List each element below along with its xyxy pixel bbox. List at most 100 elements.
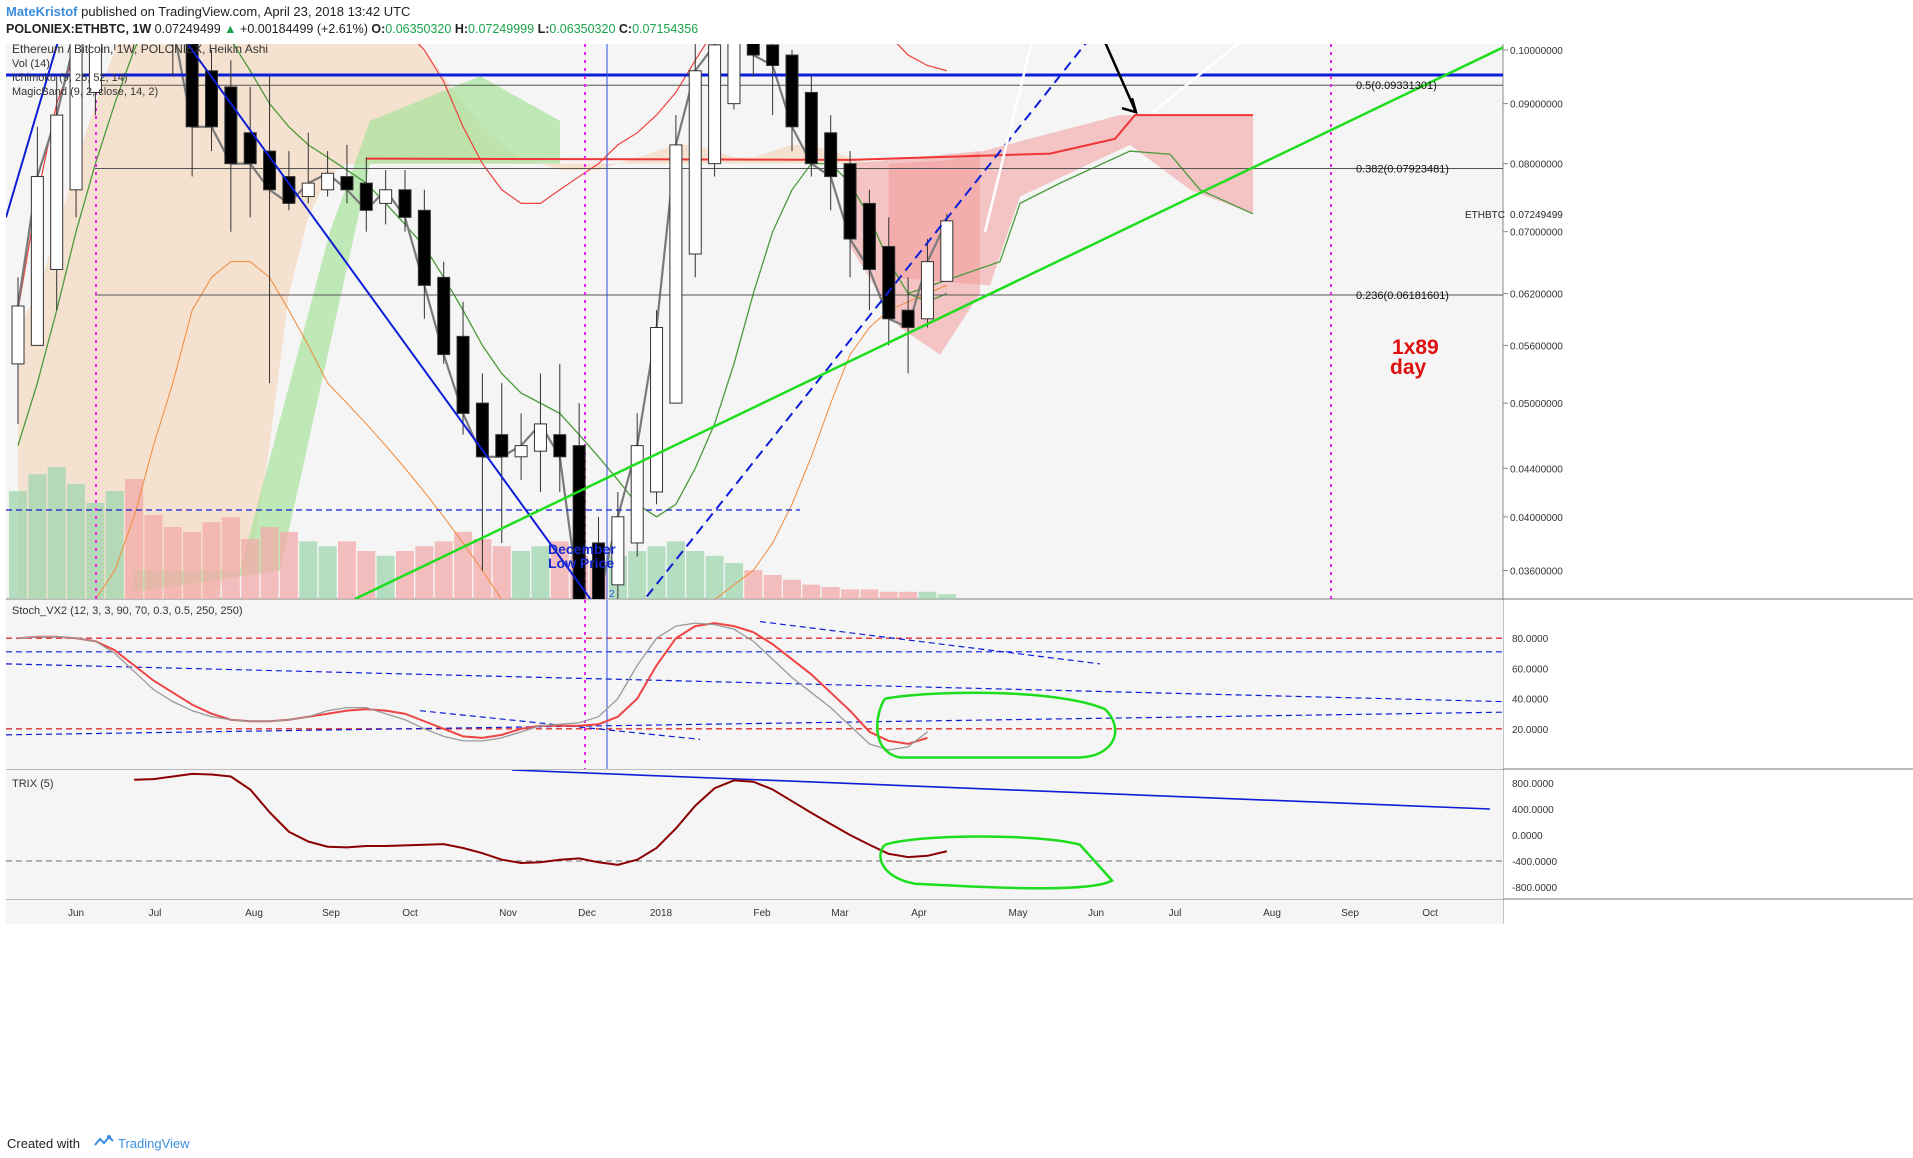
marker-number: 2 <box>609 589 615 600</box>
stoch-tick-label: 40.0000 <box>1512 695 1549 706</box>
candle <box>804 91 818 165</box>
price-tick-label: 0.10000000 <box>1510 46 1563 57</box>
candle <box>417 209 431 286</box>
trix-tick-label: 800.0000 <box>1512 779 1554 790</box>
candle <box>572 445 586 599</box>
volume-bar <box>783 579 801 599</box>
volume-bar <box>550 541 569 599</box>
stoch-trend-top <box>759 620 1101 665</box>
time-axis-bg <box>6 900 1503 924</box>
candle <box>495 434 509 458</box>
volume-bar <box>260 527 279 599</box>
candle <box>650 327 664 493</box>
candle <box>514 445 528 458</box>
volume-bar <box>531 546 550 599</box>
candle <box>243 132 257 165</box>
fib-label: 0.5(0.09331301) <box>1356 80 1437 92</box>
trix-series-line <box>134 772 948 866</box>
stoch-tick-label: 80.0000 <box>1512 634 1549 645</box>
time-tick-label: 2018 <box>650 908 673 919</box>
candle <box>340 176 354 191</box>
price-tick-label: 0.03600000 <box>1510 566 1563 577</box>
candle <box>30 176 44 346</box>
volume-bar <box>879 591 898 599</box>
chart-canvas[interactable]: 1(0.15296640)0.786(0.12743475)0.618(0.10… <box>0 44 1913 1128</box>
volume-bar <box>47 467 66 599</box>
candle <box>533 423 547 452</box>
volume-bar <box>105 491 124 599</box>
candle <box>282 176 296 204</box>
change-value: +0.00184499 (+2.61%) <box>240 22 368 36</box>
volume-bar <box>724 563 743 599</box>
blue-trendline-up <box>6 44 59 218</box>
volume-bar <box>434 541 453 599</box>
price-tick-label: 0.09000000 <box>1510 100 1563 111</box>
blue-dashed-trend <box>643 44 1087 599</box>
candle <box>475 402 489 458</box>
candle <box>553 434 567 458</box>
trix-trendline <box>511 770 1491 810</box>
time-tick-label: Apr <box>911 908 927 919</box>
time-tick-label: Nov <box>499 908 517 919</box>
volume-bar <box>860 589 879 599</box>
time-tick-label: Mar <box>831 908 849 919</box>
candle <box>862 202 876 270</box>
volume-bar <box>67 483 86 599</box>
fib-label: 0.382(0.07923481) <box>1356 164 1449 176</box>
volume-bar <box>899 591 918 599</box>
volume-bar <box>163 527 182 599</box>
volume-bar <box>318 546 337 599</box>
time-tick-label: Jun <box>68 908 84 919</box>
trix-panel: TRIX (5) 800.0000 400.0000 0.0000 -400.0000 -… <box>6 770 1557 899</box>
candle <box>727 44 741 105</box>
blue-trendline-down <box>186 44 592 599</box>
price-tick-label: 0.04000000 <box>1510 513 1563 524</box>
candle <box>688 70 702 255</box>
volume-bar <box>376 555 395 599</box>
tradingview-logo-icon <box>94 1135 114 1146</box>
stoch-title: Stoch_VX2 (12, 3, 3, 90, 70, 0.3, 0.5, 2… <box>12 605 243 617</box>
price-tick-label: 0.05000000 <box>1510 399 1563 410</box>
trix-plot <box>6 770 1503 890</box>
candle <box>611 516 625 586</box>
candle <box>746 44 760 56</box>
black-arrowhead <box>1121 97 1138 115</box>
candle <box>50 114 64 270</box>
change-up-icon: ▲ <box>224 22 237 36</box>
candle <box>456 335 470 414</box>
tradingview-link[interactable]: TradingView <box>118 1136 190 1151</box>
candle <box>766 44 780 66</box>
volume-bar <box>202 522 221 599</box>
last-price-label: 0.07249499 <box>1510 210 1563 221</box>
candle <box>88 44 102 93</box>
candle <box>185 44 199 128</box>
volume-bar <box>492 546 511 599</box>
volume-bar <box>918 591 937 599</box>
volume-bar <box>415 546 434 599</box>
stoch-series-line <box>17 622 928 751</box>
volume-bar <box>221 517 240 599</box>
volume-bar <box>821 587 840 599</box>
candle <box>321 172 335 191</box>
green-support-line <box>354 46 1503 599</box>
candle <box>630 445 644 544</box>
candle <box>69 44 83 191</box>
volume-bar <box>337 541 356 599</box>
author-link[interactable]: MateKristof <box>6 4 78 19</box>
white-projection <box>1152 44 1240 114</box>
volume-bar <box>28 474 47 599</box>
footer: Created with TradingView <box>0 1128 1913 1158</box>
close-value: 0.07154356 <box>632 22 699 36</box>
candle <box>824 132 838 178</box>
stoch-plot <box>6 600 1503 769</box>
stoch-panel-bg <box>6 600 1503 769</box>
volume-bar <box>744 570 763 599</box>
volume-bar <box>9 491 27 599</box>
volume-bar <box>241 539 260 599</box>
candle <box>843 163 857 240</box>
low-price-label: Low Price <box>548 555 614 571</box>
price-tick-label: 0.06200000 <box>1510 290 1563 301</box>
price-tick-label: 0.07000000 <box>1510 228 1563 239</box>
time-tick-label: Sep <box>322 908 340 919</box>
main-title: Ethereum / Bitcoin, 1W, POLONIEX, Heikin… <box>12 44 268 56</box>
